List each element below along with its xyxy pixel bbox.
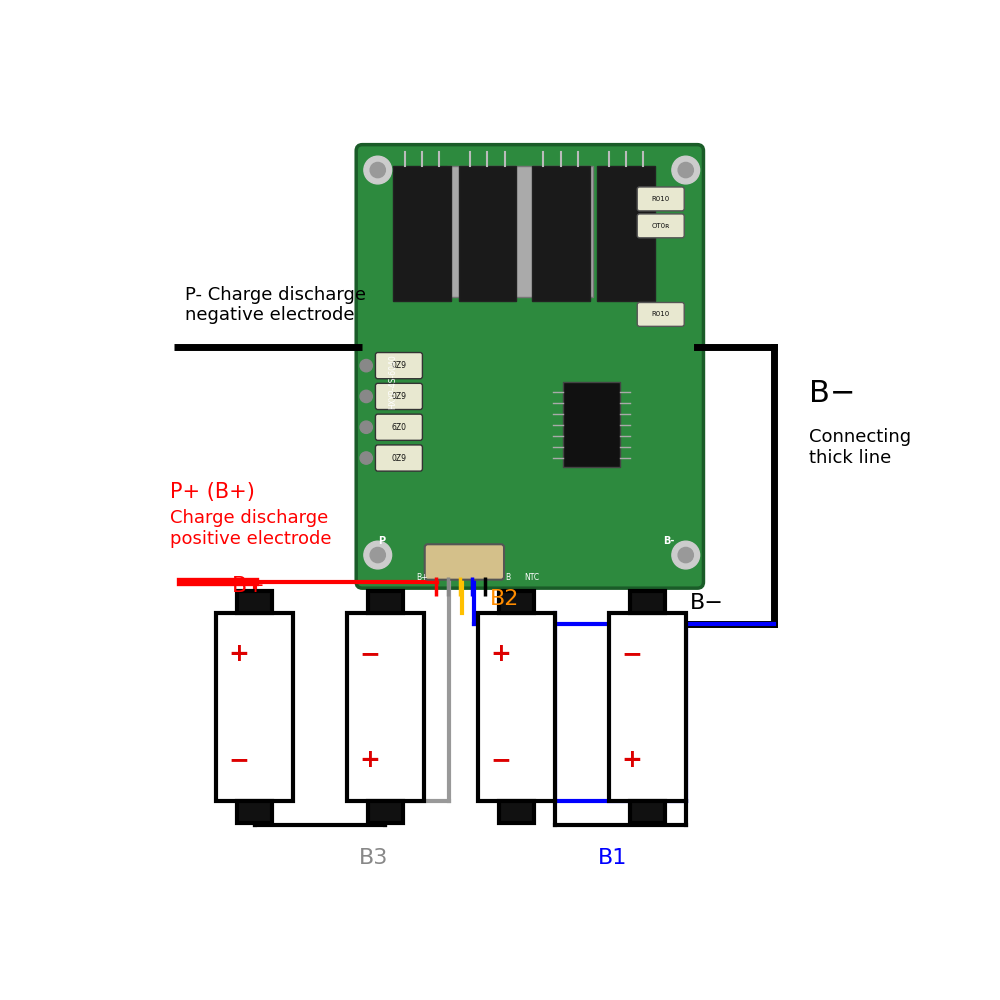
Text: +: +	[491, 642, 511, 666]
FancyBboxPatch shape	[375, 414, 422, 440]
Text: B−: B−	[809, 379, 855, 408]
Text: +: +	[360, 748, 380, 772]
Bar	[478, 613, 555, 801]
Bar	[499, 801, 534, 823]
Text: B−: B−	[690, 593, 723, 613]
Circle shape	[678, 162, 693, 178]
Text: B3: B3	[359, 848, 389, 868]
Text: P- Charge discharge
negative electrode: P- Charge discharge negative electrode	[185, 286, 366, 324]
Text: B2: B2	[489, 589, 519, 609]
Text: 0Z9: 0Z9	[391, 392, 406, 401]
Circle shape	[364, 541, 392, 569]
Text: HXYP-4S-6040: HXYP-4S-6040	[389, 354, 398, 409]
Bar	[237, 591, 272, 613]
Bar	[532, 166, 590, 301]
Bar	[447, 166, 593, 297]
Circle shape	[678, 547, 693, 563]
Bar	[216, 613, 293, 801]
Text: Connecting
thick line: Connecting thick line	[809, 428, 911, 467]
Bar	[609, 613, 686, 801]
FancyBboxPatch shape	[637, 302, 684, 326]
Circle shape	[360, 359, 372, 372]
Bar	[393, 166, 451, 301]
Text: B-: B-	[663, 536, 674, 546]
Bar	[459, 166, 516, 301]
Circle shape	[370, 547, 385, 563]
Text: +: +	[621, 748, 642, 772]
Circle shape	[370, 162, 385, 178]
Circle shape	[360, 421, 372, 433]
FancyBboxPatch shape	[375, 353, 422, 379]
Bar	[499, 591, 534, 613]
Bar	[237, 801, 272, 823]
Text: B+: B+	[231, 576, 265, 596]
Text: −: −	[229, 748, 250, 772]
FancyBboxPatch shape	[375, 445, 422, 471]
Circle shape	[672, 541, 700, 569]
Text: −: −	[621, 642, 642, 666]
FancyBboxPatch shape	[375, 383, 422, 410]
Text: OT0ʀ: OT0ʀ	[652, 223, 670, 229]
Text: B+: B+	[416, 573, 428, 582]
Text: −: −	[360, 642, 381, 666]
Bar	[630, 801, 665, 823]
Text: 0Z9: 0Z9	[391, 454, 406, 463]
Circle shape	[360, 390, 372, 403]
FancyBboxPatch shape	[356, 145, 703, 588]
Text: Charge discharge
positive electrode: Charge discharge positive electrode	[170, 509, 331, 548]
Circle shape	[364, 156, 392, 184]
Bar	[368, 591, 403, 613]
Text: B: B	[505, 573, 510, 582]
FancyBboxPatch shape	[637, 214, 684, 238]
Bar	[630, 591, 665, 613]
Circle shape	[360, 452, 372, 464]
Text: NTC: NTC	[524, 573, 539, 582]
Text: P: P	[378, 536, 385, 546]
Text: R010: R010	[652, 311, 670, 317]
Text: +: +	[229, 642, 250, 666]
Text: −: −	[490, 748, 511, 772]
Text: 0Z9: 0Z9	[391, 361, 406, 370]
Bar	[347, 613, 424, 801]
Bar	[368, 801, 403, 823]
Circle shape	[672, 156, 700, 184]
FancyBboxPatch shape	[425, 544, 504, 580]
Bar	[597, 166, 655, 301]
FancyBboxPatch shape	[637, 187, 684, 211]
Text: B1: B1	[598, 848, 627, 868]
Text: 6Z0: 6Z0	[391, 423, 406, 432]
Text: R010: R010	[652, 196, 670, 202]
Bar	[563, 382, 620, 466]
Text: P+ (B+): P+ (B+)	[170, 482, 255, 502]
